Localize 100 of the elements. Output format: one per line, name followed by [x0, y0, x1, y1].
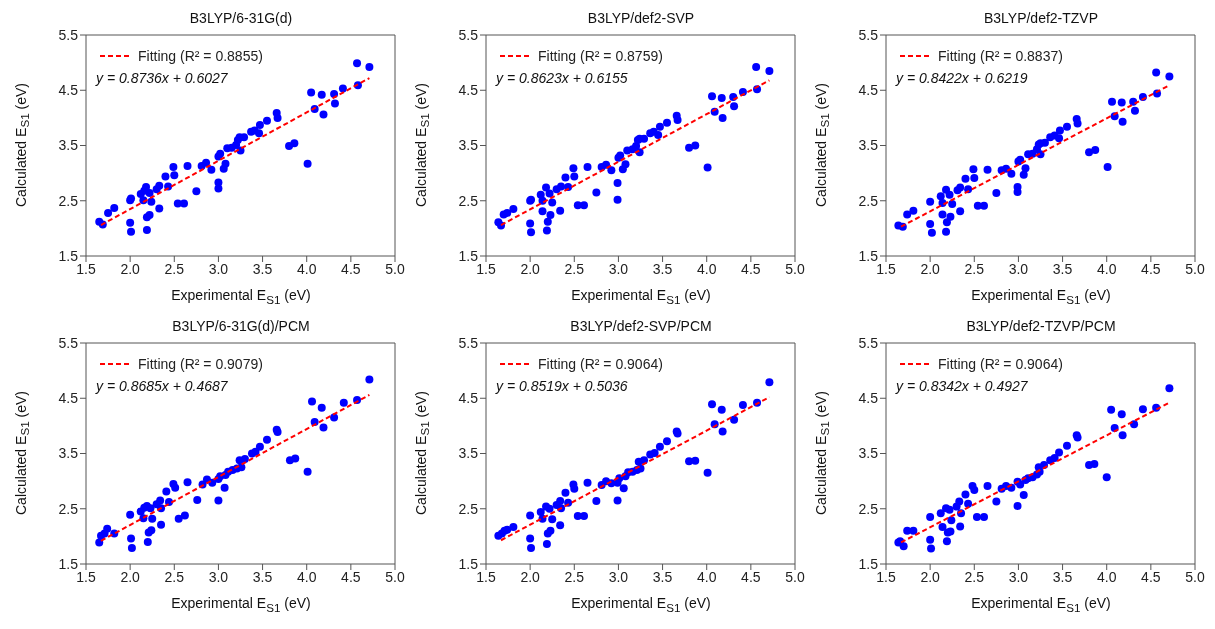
x-tick-label: 2.0 — [520, 568, 541, 585]
x-tick-label: 4.5 — [741, 568, 761, 585]
x-tick-label: 2.5 — [564, 568, 585, 585]
x-tick-label: 4.0 — [296, 568, 317, 585]
y-tick-label: 1.5 — [458, 555, 479, 572]
x-tick-label: 3.5 — [252, 568, 273, 585]
x-tick-label: 4.0 — [1096, 568, 1117, 585]
chart-title: B3LYP/def2-TZVP/PCM — [965, 318, 1117, 334]
x-tick-label: 4.5 — [1141, 260, 1161, 277]
x-tick-label: 4.0 — [696, 568, 717, 585]
x-tick-label: 2.5 — [164, 260, 185, 277]
legend-label: Fitting (R² = 0.8759) — [538, 48, 663, 64]
x-tick-label: 2.0 — [920, 260, 941, 277]
x-tick-label: 1.5 — [876, 568, 896, 585]
y-tick-label: 3.5 — [58, 445, 79, 462]
x-tick-label: 5.0 — [385, 568, 405, 585]
y-tick-label: 2.5 — [458, 192, 479, 209]
x-tick-label: 5.0 — [785, 568, 805, 585]
y-tick-label: 1.5 — [858, 247, 879, 264]
x-tick-label: 5.0 — [1185, 260, 1205, 277]
legend-label: Fitting (R² = 0.9064) — [538, 356, 663, 372]
legend-label: Fitting (R² = 0.8855) — [138, 48, 263, 64]
y-tick-label: 4.5 — [858, 390, 879, 407]
x-tick-label: 2.5 — [964, 568, 985, 585]
y-tick-label: 2.5 — [58, 192, 79, 209]
x-tick-label: 1.5 — [476, 568, 496, 585]
y-tick-label: 5.5 — [458, 334, 479, 351]
annotation: y = 0.8422x + 0.6219 — [896, 70, 1028, 86]
chart-title: B3LYP/6-31G(d)/PCM — [171, 318, 311, 334]
annotation: y = 0.8685x + 0.4687 — [96, 378, 228, 394]
x-tick-label: 3.0 — [1008, 260, 1029, 277]
y-tick-label: 2.5 — [858, 500, 879, 517]
x-axis-title: Experimental E$_{S1}$ (eV) — [970, 595, 1112, 614]
legend-label: Fitting (R² = 0.9079) — [138, 356, 263, 372]
x-tick-label: 4.0 — [1096, 260, 1117, 277]
chart-title: B3LYP/def2-SVP — [586, 10, 696, 26]
x-tick-label: 3.5 — [652, 568, 673, 585]
x-tick-label: 2.5 — [964, 260, 985, 277]
x-tick-label: 3.0 — [1008, 568, 1029, 585]
legend-label: Fitting (R² = 0.9064) — [938, 356, 1063, 372]
y-tick-label: 4.5 — [458, 82, 479, 99]
y-tick-label: 4.5 — [458, 390, 479, 407]
y-tick-label: 2.5 — [58, 500, 79, 517]
y-tick-label: 2.5 — [858, 192, 879, 209]
y-tick-label: 4.5 — [58, 390, 79, 407]
y-tick-label: 1.5 — [58, 247, 79, 264]
chart-title: B3LYP/def2-TZVP — [982, 10, 1100, 26]
x-tick-label: 1.5 — [76, 260, 96, 277]
y-tick-label: 5.5 — [858, 334, 879, 351]
y-tick-label: 1.5 — [58, 555, 79, 572]
y-tick-label: 3.5 — [858, 445, 879, 462]
x-tick-label: 5.0 — [385, 260, 405, 277]
x-tick-label: 4.0 — [296, 260, 317, 277]
y-tick-label: 5.5 — [858, 26, 879, 43]
y-tick-label: 5.5 — [458, 26, 479, 43]
x-tick-label: 1.5 — [876, 260, 896, 277]
annotation: y = 0.8342x + 0.4927 — [896, 378, 1028, 394]
legend-label: Fitting (R² = 0.8837) — [938, 48, 1063, 64]
x-tick-label: 3.5 — [1052, 568, 1073, 585]
x-tick-label: 4.5 — [741, 260, 761, 277]
y-tick-label: 1.5 — [458, 247, 479, 264]
y-tick-label: 4.5 — [58, 82, 79, 99]
chart-title: B3LYP/def2-SVP/PCM — [569, 318, 713, 334]
x-tick-label: 3.5 — [252, 260, 273, 277]
y-tick-label: 3.5 — [858, 137, 879, 154]
x-tick-label: 2.0 — [920, 568, 941, 585]
x-tick-label: 3.5 — [652, 260, 673, 277]
x-tick-label: 2.0 — [120, 568, 141, 585]
x-tick-label: 3.0 — [208, 260, 229, 277]
y-tick-label: 1.5 — [858, 555, 879, 572]
x-tick-label: 4.5 — [1141, 568, 1161, 585]
x-axis-title: Experimental E$_{S1}$ (eV) — [570, 595, 712, 614]
annotation: y = 0.8519x + 0.5036 — [496, 378, 628, 394]
x-tick-label: 2.5 — [564, 260, 585, 277]
x-tick-label: 2.5 — [164, 568, 185, 585]
y-tick-label: 5.5 — [58, 334, 79, 351]
x-tick-label: 1.5 — [76, 568, 96, 585]
y-tick-label: 3.5 — [58, 137, 79, 154]
annotation: y = 0.8623x + 0.6155 — [496, 70, 628, 86]
x-axis-title: Experimental E$_{S1}$ (eV) — [170, 287, 312, 306]
y-tick-label: 4.5 — [858, 82, 879, 99]
x-tick-label: 4.5 — [341, 568, 361, 585]
y-tick-label: 2.5 — [458, 500, 479, 517]
x-tick-label: 4.5 — [341, 260, 361, 277]
y-tick-label: 3.5 — [458, 137, 479, 154]
x-tick-label: 4.0 — [696, 260, 717, 277]
x-tick-label: 2.0 — [120, 260, 141, 277]
x-tick-label: 5.0 — [1185, 568, 1205, 585]
y-tick-label: 3.5 — [458, 445, 479, 462]
chart-title: B3LYP/6-31G(d) — [188, 10, 294, 26]
annotation: y = 0.8736x + 0.6027 — [96, 70, 228, 86]
x-tick-label: 3.5 — [1052, 260, 1073, 277]
x-tick-label: 1.5 — [476, 260, 496, 277]
y-tick-label: 5.5 — [58, 26, 79, 43]
x-tick-label: 2.0 — [520, 260, 541, 277]
x-axis-title: Experimental E$_{S1}$ (eV) — [170, 595, 312, 614]
x-tick-label: 3.0 — [608, 568, 629, 585]
x-tick-label: 5.0 — [785, 260, 805, 277]
x-tick-label: 3.0 — [608, 260, 629, 277]
x-tick-label: 3.0 — [208, 568, 229, 585]
